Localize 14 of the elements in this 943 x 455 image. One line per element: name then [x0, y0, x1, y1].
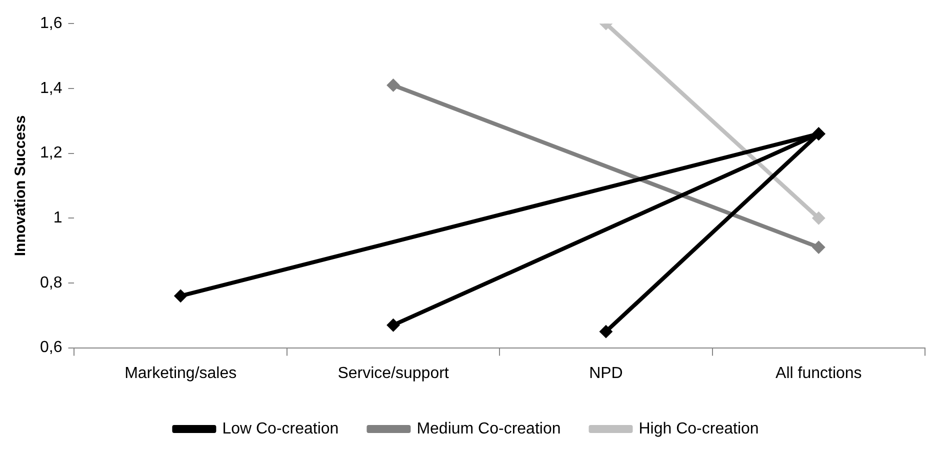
y-tick-label: 1	[53, 210, 62, 227]
legend-label: Low Co-creation	[222, 420, 339, 438]
x-tick-label: Service/support	[338, 364, 450, 382]
y-tick-label: 1,6	[40, 15, 62, 32]
legend-label: High Co-creation	[638, 420, 759, 438]
y-tick-label: 1,2	[40, 144, 62, 162]
y-tick-label: 0,6	[40, 339, 62, 356]
legend-label: Medium Co-creation	[416, 420, 561, 438]
x-tick-label: All functions	[776, 364, 862, 382]
y-axis-title: Innovation Success	[12, 115, 30, 256]
y-tick-label: 0,8	[40, 274, 62, 292]
x-tick-label: NPD	[589, 364, 623, 382]
y-tick-label: 1,4	[40, 80, 62, 97]
x-tick-label: Marketing/sales	[124, 364, 237, 382]
